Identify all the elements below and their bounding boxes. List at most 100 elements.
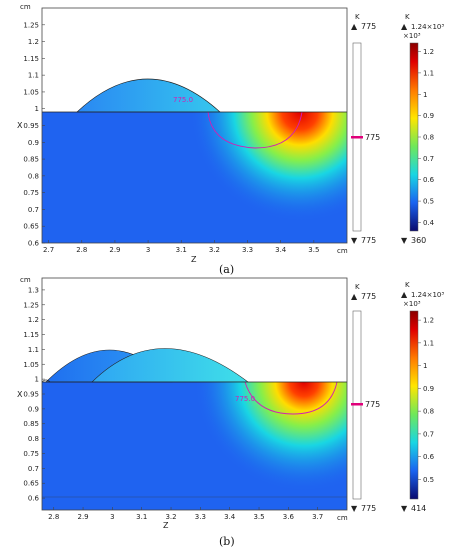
- colorbar-tick-label: 0.6: [423, 453, 435, 461]
- y-tick-label: 1.15: [23, 331, 39, 339]
- y-tick-label: 0.6: [28, 240, 40, 248]
- colorbar-tick-label: 1: [423, 362, 427, 370]
- panel-a-colorbar-max: 1.24×10³: [411, 23, 444, 31]
- colorbar-tick-label: 0.7: [423, 430, 434, 438]
- x-tick-label: 2.7: [43, 246, 54, 254]
- panel-a-colorbar-scale: ×10³: [403, 32, 421, 40]
- panel-a-colorbar: K ▲ 1.24×10³ ×10³ 1.2 1.1 1 0.9 0.8 0.7 0.6 0.5…: [401, 13, 444, 245]
- down-triangle-icon: ▼: [351, 236, 358, 245]
- y-tick-label: 1.15: [23, 55, 39, 63]
- panel-a-contour-legend: K ▲ 775 775 ▼ 775: [351, 13, 380, 245]
- colorbar-tick-label: 1.1: [423, 339, 434, 347]
- panel-b: 775.0 1.3 1.25 1.2 1.15 1.1 1.05 1 0.95 0.9 0.85 0…: [17, 276, 444, 548]
- panel-b-contour-label: 775.0: [235, 395, 255, 403]
- colorbar-tick-label: 0.9: [423, 112, 434, 120]
- y-tick-label: 1.1: [28, 72, 39, 80]
- colorbar-tick-label: 0.8: [423, 408, 434, 416]
- panel-a-colorbar-min: 360: [411, 236, 426, 245]
- x-tick-label: 3.1: [176, 246, 187, 254]
- colorbar-tick-label: 0.8: [423, 134, 434, 142]
- colorbar-tick-label: 1.2: [423, 48, 434, 56]
- panel-b-colorbar: K ▲ 1.24×10³ ×10³ 1.2 1.1 1 0.9 0.8 0.7 0.6 0.5…: [401, 281, 444, 513]
- y-tick-label: 0.9: [28, 405, 39, 413]
- y-tick-label: 1.2: [28, 316, 39, 324]
- panel-b-colorbar-max: 1.24×10³: [411, 291, 444, 299]
- up-triangle-icon: ▲: [351, 22, 358, 31]
- panel-b-y-unit: cm: [20, 276, 31, 284]
- y-tick-label: 1: [35, 105, 39, 113]
- panel-a-contour-marker: [351, 136, 363, 139]
- y-tick-label: 0.95: [23, 122, 39, 130]
- panel-b-isotherm: [244, 381, 338, 415]
- panel-a-y-ticks: 1.25 1.2 1.15 1.1 1.05 1 0.95 0.9 0.85 0.8 0.75 0.7…: [23, 21, 45, 248]
- panel-a-x-ticks: 2.7 2.8 2.9 3 3.1 3.2 3.3 3.4 3.5: [43, 240, 319, 254]
- y-tick-label: 0.65: [23, 480, 39, 488]
- panel-b-x-unit: cm: [337, 514, 348, 522]
- x-tick-label: 3.4: [224, 513, 236, 521]
- panel-b-contour-unit: K: [355, 283, 360, 291]
- y-tick-label: 0.8: [28, 435, 39, 443]
- panel-b-contour-marker: [351, 403, 363, 406]
- panel-a-melt-pool: [42, 112, 347, 243]
- panel-b-y-axis-label: X: [17, 390, 23, 399]
- panel-b-contour-min: 775: [361, 504, 376, 513]
- panel-a-caption: (a): [219, 263, 234, 276]
- colorbar-tick-label: 0.4: [423, 219, 435, 227]
- panel-b-contour-max: 775: [361, 292, 376, 301]
- y-tick-label: 0.9: [28, 139, 39, 147]
- up-triangle-icon: ▲: [401, 22, 408, 31]
- x-tick-label: 3.5: [253, 513, 264, 521]
- y-tick-label: 1.25: [23, 21, 39, 29]
- y-tick-label: 0.85: [23, 156, 39, 164]
- y-tick-label: 1.25: [23, 301, 39, 309]
- y-tick-label: 0.7: [28, 465, 39, 473]
- x-tick-label: 3: [110, 513, 114, 521]
- panel-b-caption: (b): [219, 535, 235, 548]
- down-triangle-icon: ▼: [401, 236, 408, 245]
- x-tick-label: 3.1: [136, 513, 147, 521]
- x-tick-label: 3: [146, 246, 150, 254]
- panel-b-y-ticks: 1.3 1.25 1.2 1.15 1.1 1.05 1 0.95 0.9 0.85 0.8 0.75…: [23, 286, 45, 503]
- x-tick-label: 3.7: [312, 513, 323, 521]
- panel-b-colorbar-scale: ×10³: [403, 300, 421, 308]
- panel-b-second-track: [91, 348, 249, 383]
- x-tick-label: 2.8: [48, 513, 59, 521]
- x-tick-label: 2.9: [109, 246, 120, 254]
- y-tick-label: 0.8: [28, 172, 39, 180]
- panel-a-colorbar-unit: K: [405, 13, 410, 21]
- x-tick-label: 2.9: [77, 513, 88, 521]
- panel-a-contour-max: 775: [361, 22, 376, 31]
- colorbar-tick-label: 0.9: [423, 385, 434, 393]
- y-tick-label: 1.1: [28, 346, 39, 354]
- colorbar-tick-label: 0.7: [423, 155, 434, 163]
- panel-b-field: [42, 348, 347, 510]
- panel-b-colorbar-gradient: [409, 310, 419, 500]
- up-triangle-icon: ▲: [401, 290, 408, 299]
- panel-a-contour-min: 775: [361, 236, 376, 245]
- colorbar-tick-label: 0.5: [423, 476, 434, 484]
- y-tick-label: 1.3: [28, 286, 39, 294]
- panel-b-colorbar-ticks: 1.2 1.1 1 0.9 0.8 0.7 0.6 0.5: [418, 317, 435, 484]
- x-tick-label: 3.6: [283, 513, 295, 521]
- panel-b-x-ticks: 2.8 2.9 3 3.1 3.2 3.3 3.4 3.5 3.6 3.7: [48, 507, 323, 521]
- colorbar-tick-label: 1.2: [423, 317, 434, 325]
- panel-a-y-unit: cm: [20, 3, 31, 11]
- panel-a-contour-unit: K: [355, 13, 360, 21]
- panel-b-colorbar-unit: K: [405, 281, 410, 289]
- panel-a-contour-mid: 775: [365, 133, 380, 142]
- x-tick-label: 3.3: [242, 246, 253, 254]
- y-tick-label: 0.75: [23, 189, 39, 197]
- y-tick-label: 0.6: [28, 495, 40, 503]
- panel-a-colorbar-ticks: 1.2 1.1 1 0.9 0.8 0.7 0.6 0.5 0.4: [418, 48, 435, 227]
- colorbar-tick-label: 1: [423, 91, 427, 99]
- y-tick-label: 1.05: [23, 88, 39, 96]
- panel-a-field: [42, 78, 347, 243]
- panel-b-edge-bump: [42, 379, 51, 383]
- y-tick-label: 0.65: [23, 223, 39, 231]
- y-tick-label: 1.2: [28, 38, 39, 46]
- colorbar-tick-label: 0.6: [423, 176, 435, 184]
- x-tick-label: 3.3: [195, 513, 206, 521]
- colorbar-tick-label: 1.1: [423, 69, 434, 77]
- panel-b-melt-pool: [42, 382, 347, 510]
